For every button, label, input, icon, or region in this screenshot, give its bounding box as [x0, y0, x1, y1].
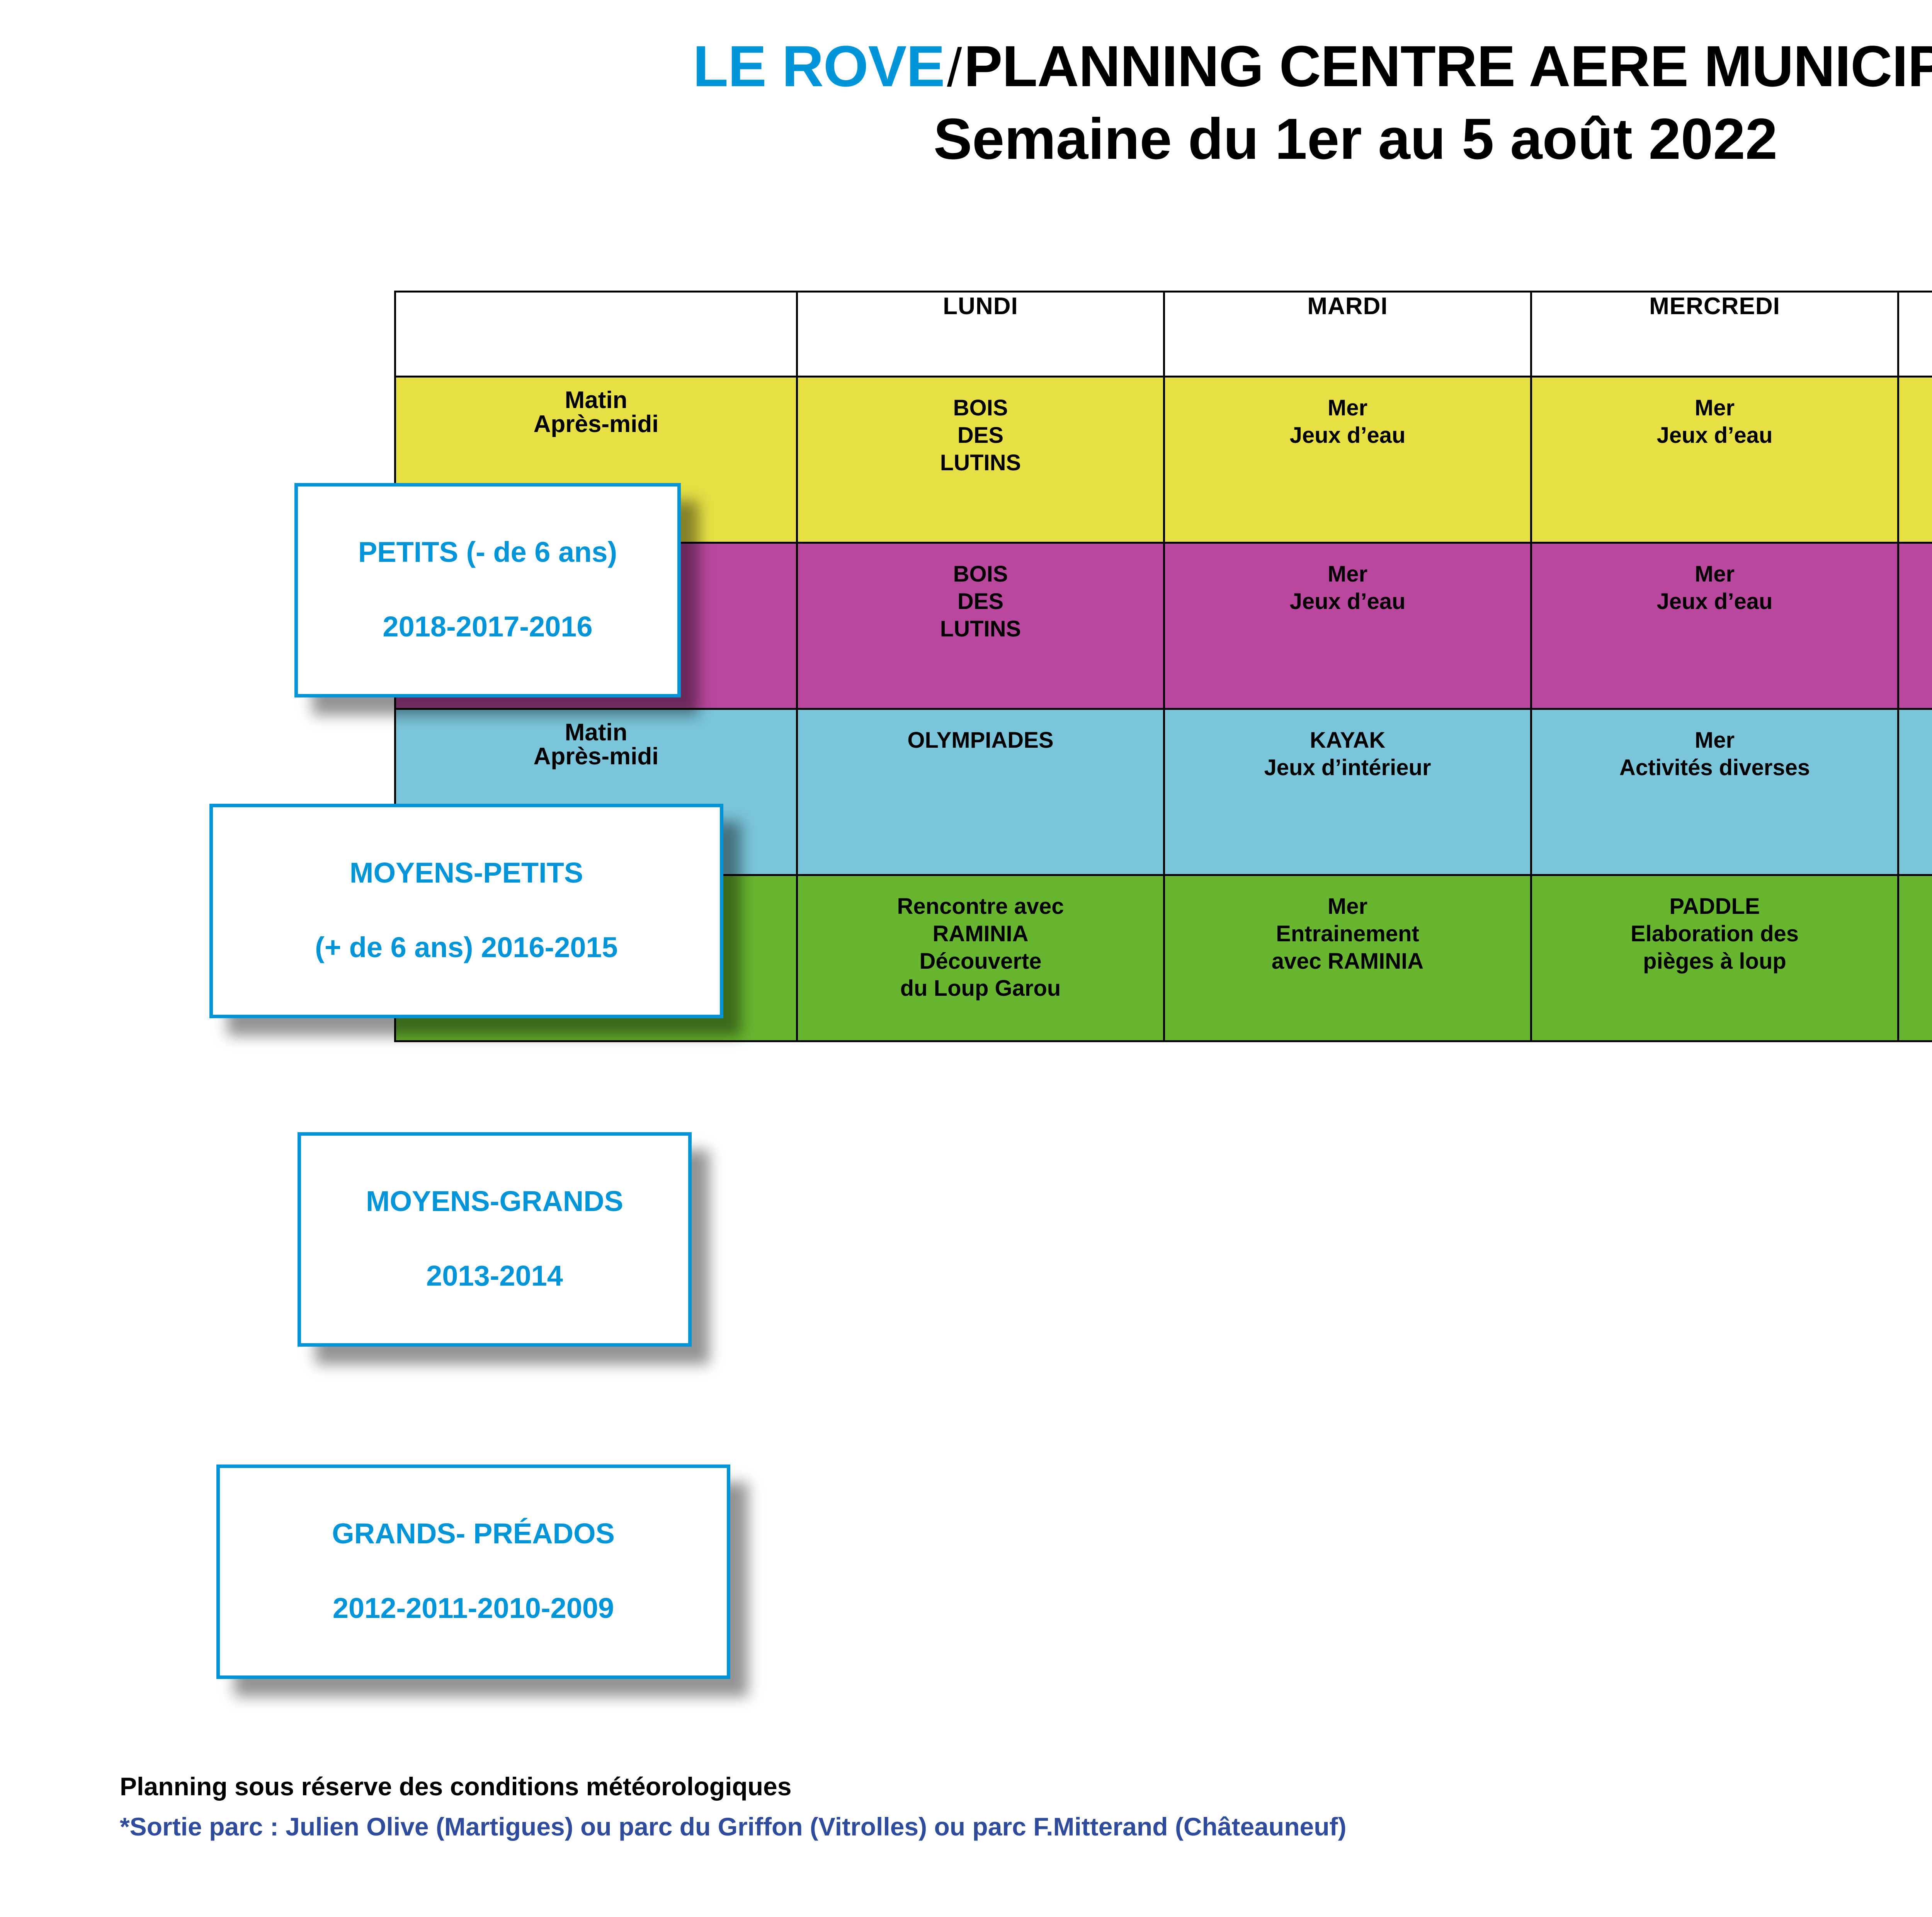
cell-petits-jeudi: Grand jeu Activités manuelles — [1897, 376, 1932, 544]
group-badge-moyens-grands: MOYENS-GRANDS 2013-2014 — [298, 1132, 692, 1347]
slot-morning-label: Matin — [565, 387, 628, 413]
group-badge-petits: PETITS (- de 6 ans) 2018-2017-2016 — [294, 483, 681, 697]
slot-morning-label: Matin — [565, 719, 628, 746]
slot-afternoon-label: Après-midi — [533, 743, 659, 770]
activity-morning: Journée à thème — [1905, 893, 1932, 948]
group-badge-moyens-petits: MOYENS-PETITS (+ de 6 ans) 2016-2015 — [209, 804, 723, 1018]
cell-petits-mercredi: Mer Jeux d’eau — [1530, 376, 1899, 544]
footer-parc-note: *Sortie parc : Julien Olive (Martigues) … — [120, 1812, 1347, 1841]
page-title-block: LE ROVE/PLANNING CENTRE AERE MUNICIPAL S… — [0, 0, 1932, 168]
activity-afternoon: Jeux d’intérieur — [1905, 588, 1932, 616]
activity-morning: OLYMPIADES — [907, 728, 1054, 753]
activity-morning: Rencontre avec RAMINIA — [897, 894, 1064, 946]
group-badge-grands-preados: GRANDS- PRÉADOS 2012-2011-2010-2009 — [216, 1465, 730, 1679]
page-title: LE ROVE/PLANNING CENTRE AERE MUNICIPAL — [0, 37, 1932, 95]
title-separator: / — [947, 37, 962, 98]
group-badge-name: MOYENS-PETITS — [349, 857, 583, 889]
activity-afternoon: Jeux d’eau — [1656, 589, 1773, 614]
group-badge-name: GRANDS- PRÉADOS — [332, 1517, 615, 1550]
group-badge-years: (+ de 6 ans) 2016-2015 — [315, 931, 618, 963]
column-header-mardi: MARDI — [1163, 291, 1532, 378]
cell-moyens-petits-mercredi: Mer Jeux d’eau — [1530, 542, 1899, 710]
activity-afternoon: Entrainement avec RAMINIA — [1271, 921, 1424, 974]
column-header-jeudi: JEUDI — [1897, 291, 1932, 378]
group-badge-years: 2018-2017-2016 — [383, 610, 593, 643]
activity-morning: Mer — [1327, 561, 1368, 587]
group-badge-years: 2012-2011-2010-2009 — [332, 1592, 614, 1624]
cell-moyens-grands-jeudi: BOUEE TRACTEE Jeux d’eau — [1897, 708, 1932, 876]
cell-grands-preados-mercredi: PADDLE Elaboration des pièges à loup — [1530, 874, 1899, 1042]
activity-morning: BOUEE TRACTEE — [1905, 727, 1932, 754]
cell-moyens-petits-lundi: BOIS DES LUTINS — [796, 542, 1165, 710]
activity-afternoon: Jeux d’intérieur — [1264, 755, 1431, 780]
activity-afternoon: Jeux d’eau — [1289, 422, 1406, 448]
activity-afternoon: Elaboration des pièges à loup — [1630, 921, 1799, 974]
activity-morning: KAYAK — [1310, 728, 1386, 753]
activity-afternoon: Jeux d’eau — [1289, 589, 1406, 614]
header-row: LUNDI MARDI MERCREDI JEUDI VENDREDI — [394, 291, 1932, 378]
cell-petits-lundi: BOIS DES LUTINS — [796, 376, 1165, 544]
cell-moyens-petits-jeudi: Grand jeu Jeux d’intérieur — [1897, 542, 1932, 710]
activity-morning: Mer — [1327, 894, 1368, 919]
table-corner-cell — [394, 291, 798, 378]
activity-afternoon: Jeux d’eau — [1905, 754, 1932, 782]
page-subtitle: Semaine du 1er au 5 août 2022 — [933, 106, 1778, 171]
group-badge-name: PETITS (- de 6 ans) — [358, 536, 617, 568]
cell-grands-preados-lundi: Rencontre avec RAMINIA Découverte du Lou… — [796, 874, 1165, 1042]
column-header-mercredi: MERCREDI — [1530, 291, 1899, 378]
activity-morning: Mer — [1694, 728, 1735, 753]
activity-afternoon: Activités diverses — [1619, 755, 1810, 780]
table-head: LUNDI MARDI MERCREDI JEUDI VENDREDI — [394, 291, 1932, 378]
slot-afternoon-label: Après-midi — [533, 411, 659, 437]
group-badge-years: 2013-2014 — [426, 1259, 563, 1292]
title-rest: PLANNING CENTRE AERE MUNICIPAL — [964, 34, 1932, 99]
cell-moyens-grands-mercredi: Mer Activités diverses — [1530, 708, 1899, 876]
activity-morning: Mer — [1694, 395, 1735, 420]
footer-weather-note: Planning sous réserve des conditions mét… — [120, 1772, 792, 1801]
column-header-lundi: LUNDI — [796, 291, 1165, 378]
activity-morning: PADDLE — [1669, 894, 1760, 919]
activity-morning: Mer — [1694, 561, 1735, 587]
group-badge-name: MOYENS-GRANDS — [366, 1185, 624, 1218]
activity-afternoon: Activités manuelles — [1905, 422, 1932, 449]
activity-morning: BOIS DES LUTINS — [940, 561, 1021, 641]
cell-moyens-grands-lundi: OLYMPIADES — [796, 708, 1165, 876]
cell-petits-mardi: Mer Jeux d’eau — [1163, 376, 1532, 544]
activity-morning: Mer — [1327, 395, 1368, 420]
cell-grands-preados-mardi: Mer Entrainement avec RAMINIA — [1163, 874, 1532, 1042]
brand-name: LE ROVE — [693, 34, 945, 99]
activity-afternoon: Jeux d’eau — [1656, 422, 1773, 448]
activity-afternoon: Découverte du Loup Garou — [900, 948, 1061, 1001]
footer-notes: Planning sous réserve des conditions mét… — [120, 1774, 1347, 1839]
cell-moyens-grands-mardi: KAYAK Jeux d’intérieur — [1163, 708, 1532, 876]
cell-moyens-petits-mardi: Mer Jeux d’eau — [1163, 542, 1532, 710]
activity-morning: Grand jeu — [1905, 561, 1932, 588]
cell-grands-preados-jeudi: Journée à thème — [1897, 874, 1932, 1042]
activity-morning: BOIS DES LUTINS — [940, 395, 1021, 475]
activity-morning: Grand jeu — [1905, 395, 1932, 422]
